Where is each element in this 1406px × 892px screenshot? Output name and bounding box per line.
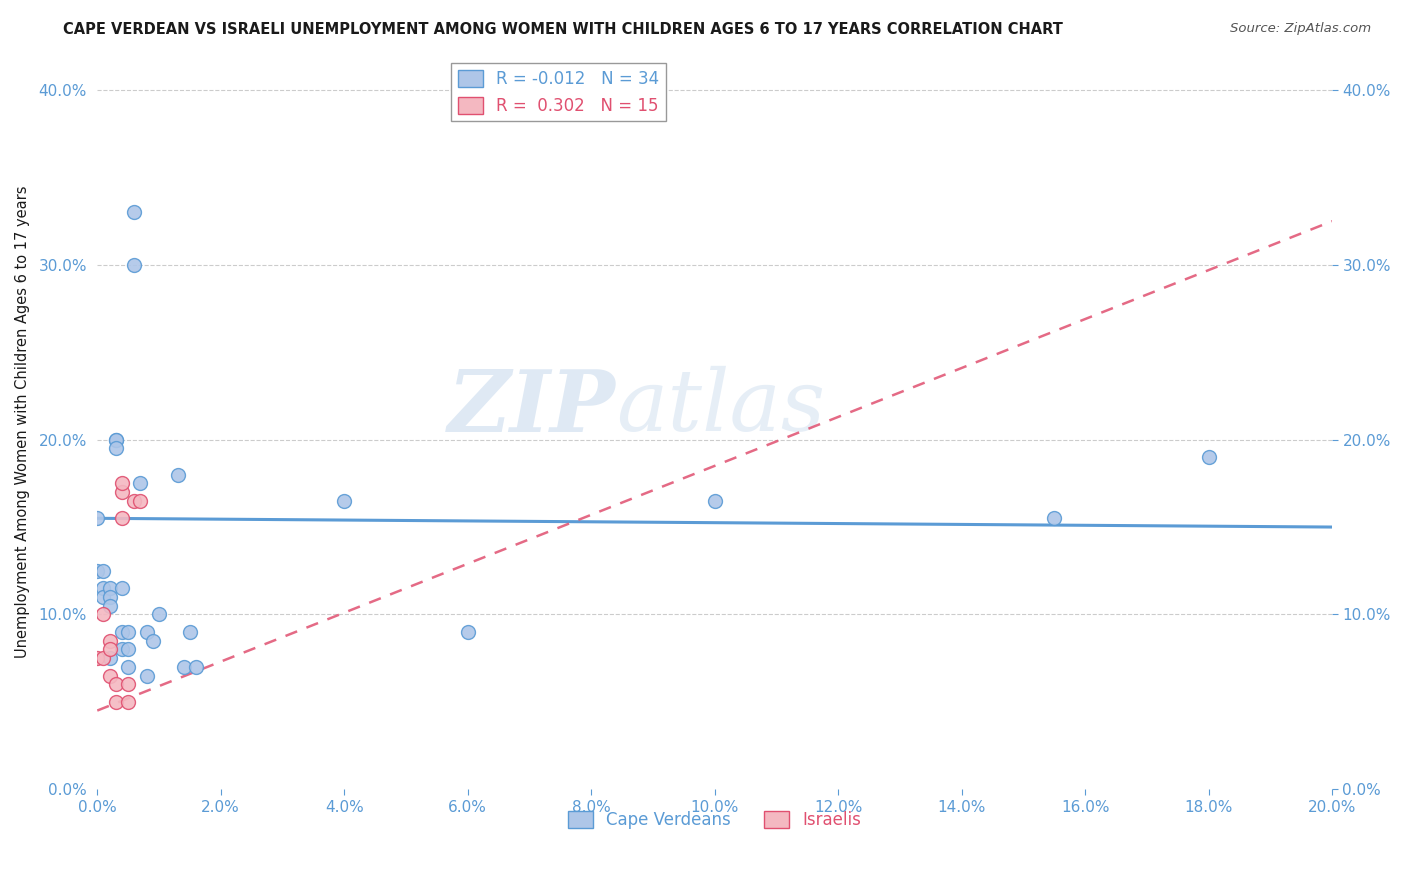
Point — [98, 651, 121, 665]
Point — [333, 493, 356, 508]
Point — [117, 660, 139, 674]
Point — [117, 677, 139, 691]
Point — [135, 668, 157, 682]
Point — [98, 633, 121, 648]
Point — [104, 433, 127, 447]
Point — [166, 467, 188, 482]
Point — [104, 695, 127, 709]
Point — [111, 476, 134, 491]
Point — [93, 651, 115, 665]
Point — [111, 581, 134, 595]
Point — [86, 511, 108, 525]
Point — [111, 511, 134, 525]
Y-axis label: Unemployment Among Women with Children Ages 6 to 17 years: Unemployment Among Women with Children A… — [15, 186, 30, 658]
Point — [184, 660, 207, 674]
Point — [111, 624, 134, 639]
Point — [98, 581, 121, 595]
Text: CAPE VERDEAN VS ISRAELI UNEMPLOYMENT AMONG WOMEN WITH CHILDREN AGES 6 TO 17 YEAR: CAPE VERDEAN VS ISRAELI UNEMPLOYMENT AMO… — [63, 22, 1063, 37]
Point — [104, 433, 127, 447]
Point — [457, 624, 479, 639]
Point — [124, 258, 146, 272]
Point — [98, 590, 121, 604]
Point — [93, 590, 115, 604]
Point — [135, 624, 157, 639]
Point — [86, 651, 108, 665]
Point — [93, 581, 115, 595]
Point — [117, 642, 139, 657]
Point — [117, 695, 139, 709]
Text: ZIP: ZIP — [449, 366, 616, 450]
Point — [124, 493, 146, 508]
Point — [1043, 511, 1066, 525]
Point — [93, 607, 115, 622]
Point — [93, 564, 115, 578]
Point — [148, 607, 170, 622]
Point — [98, 642, 121, 657]
Point — [117, 624, 139, 639]
Legend: Cape Verdeans, Israelis: Cape Verdeans, Israelis — [561, 805, 868, 836]
Point — [142, 633, 165, 648]
Point — [86, 564, 108, 578]
Point — [129, 476, 152, 491]
Point — [124, 205, 146, 219]
Point — [173, 660, 195, 674]
Point — [703, 493, 725, 508]
Point — [1198, 450, 1220, 464]
Point — [111, 485, 134, 500]
Point — [111, 642, 134, 657]
Point — [104, 442, 127, 456]
Point — [179, 624, 201, 639]
Point — [129, 493, 152, 508]
Point — [98, 599, 121, 613]
Point — [104, 677, 127, 691]
Text: Source: ZipAtlas.com: Source: ZipAtlas.com — [1230, 22, 1371, 36]
Text: atlas: atlas — [616, 366, 825, 449]
Point — [98, 668, 121, 682]
